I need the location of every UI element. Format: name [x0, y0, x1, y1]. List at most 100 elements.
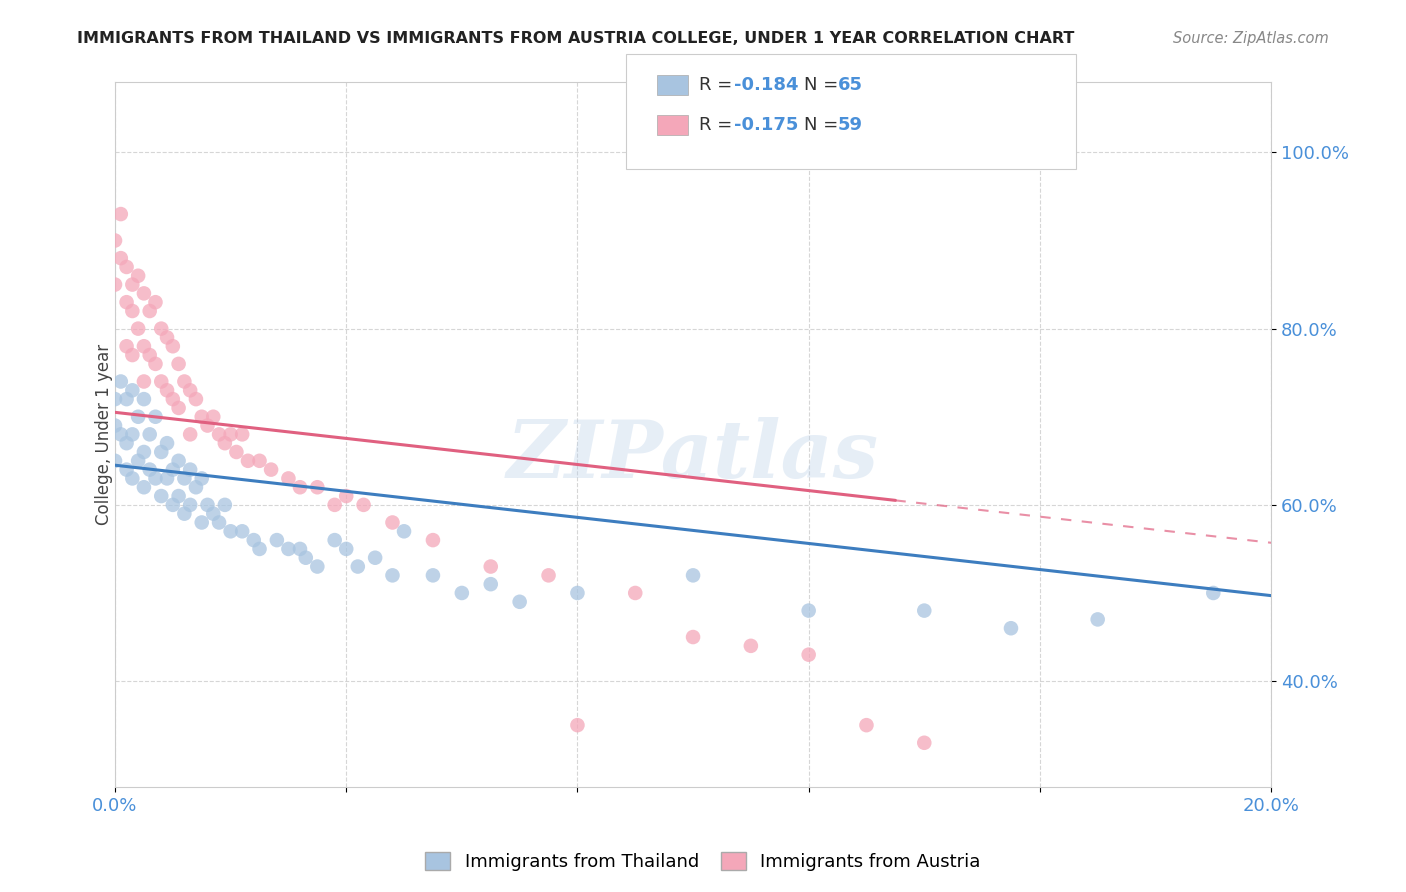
Point	[307, 480, 329, 494]
Point	[1000, 621, 1022, 635]
Point	[249, 454, 271, 468]
Point	[323, 498, 346, 512]
Point	[242, 533, 264, 548]
Point	[190, 471, 212, 485]
Point	[104, 418, 127, 433]
Point	[197, 418, 219, 433]
Y-axis label: College, Under 1 year: College, Under 1 year	[96, 343, 112, 524]
Point	[121, 427, 143, 442]
Text: -0.184: -0.184	[734, 76, 799, 94]
Point	[132, 286, 155, 301]
Point	[150, 489, 173, 503]
Point	[156, 384, 179, 398]
Point	[740, 639, 762, 653]
Point	[121, 348, 143, 362]
Point	[156, 471, 179, 485]
Point	[260, 462, 283, 476]
Point	[132, 339, 155, 353]
Point	[145, 409, 167, 424]
Point	[479, 577, 502, 591]
Point	[1202, 586, 1225, 600]
Point	[353, 498, 375, 512]
Point	[236, 454, 259, 468]
Point	[288, 541, 311, 556]
Point	[138, 348, 160, 362]
Point	[682, 630, 704, 644]
Legend: Immigrants from Thailand, Immigrants from Austria: Immigrants from Thailand, Immigrants fro…	[418, 845, 988, 879]
Point	[450, 586, 472, 600]
Point	[422, 533, 444, 548]
Point	[104, 392, 127, 406]
Point	[173, 507, 195, 521]
Point	[392, 524, 415, 539]
Point	[127, 321, 149, 335]
Text: Source: ZipAtlas.com: Source: ZipAtlas.com	[1173, 31, 1329, 46]
Point	[797, 648, 820, 662]
Point	[127, 454, 149, 468]
Point	[912, 736, 935, 750]
Text: 59: 59	[838, 116, 863, 134]
Point	[855, 718, 877, 732]
Point	[179, 498, 201, 512]
Point	[173, 375, 195, 389]
Point	[682, 568, 704, 582]
Point	[381, 516, 404, 530]
Point	[288, 480, 311, 494]
Point	[104, 277, 127, 292]
Text: ZIPatlas: ZIPatlas	[508, 417, 879, 494]
Text: 65: 65	[838, 76, 863, 94]
Point	[173, 471, 195, 485]
Point	[184, 392, 207, 406]
Point	[145, 295, 167, 310]
Point	[167, 401, 190, 415]
Point	[249, 541, 271, 556]
Point	[202, 409, 225, 424]
Point	[381, 568, 404, 582]
Point	[214, 436, 236, 450]
Point	[138, 427, 160, 442]
Point	[509, 595, 531, 609]
Point	[132, 392, 155, 406]
Point	[202, 507, 225, 521]
Point	[231, 427, 253, 442]
Point	[162, 392, 184, 406]
Point	[167, 357, 190, 371]
Point	[121, 277, 143, 292]
Point	[150, 321, 173, 335]
Point	[422, 568, 444, 582]
Point	[624, 586, 647, 600]
Point	[179, 384, 201, 398]
Point	[115, 462, 138, 476]
Point	[179, 427, 201, 442]
Point	[277, 541, 299, 556]
Point	[110, 207, 132, 221]
Point	[266, 533, 288, 548]
Point	[190, 409, 212, 424]
Point	[479, 559, 502, 574]
Point	[110, 375, 132, 389]
Point	[335, 489, 357, 503]
Point	[567, 586, 589, 600]
Point	[121, 304, 143, 318]
Point	[150, 375, 173, 389]
Point	[231, 524, 253, 539]
Point	[150, 445, 173, 459]
Point	[219, 427, 242, 442]
Point	[110, 251, 132, 265]
Point	[138, 304, 160, 318]
Point	[197, 498, 219, 512]
Point	[323, 533, 346, 548]
Point	[219, 524, 242, 539]
Point	[797, 604, 820, 618]
Point	[162, 339, 184, 353]
Point	[346, 559, 368, 574]
Point	[104, 234, 127, 248]
Point	[208, 427, 231, 442]
Point	[138, 462, 160, 476]
Text: R =: R =	[699, 116, 738, 134]
Point	[132, 480, 155, 494]
Point	[127, 409, 149, 424]
Text: N =: N =	[804, 76, 844, 94]
Point	[115, 339, 138, 353]
Point	[145, 471, 167, 485]
